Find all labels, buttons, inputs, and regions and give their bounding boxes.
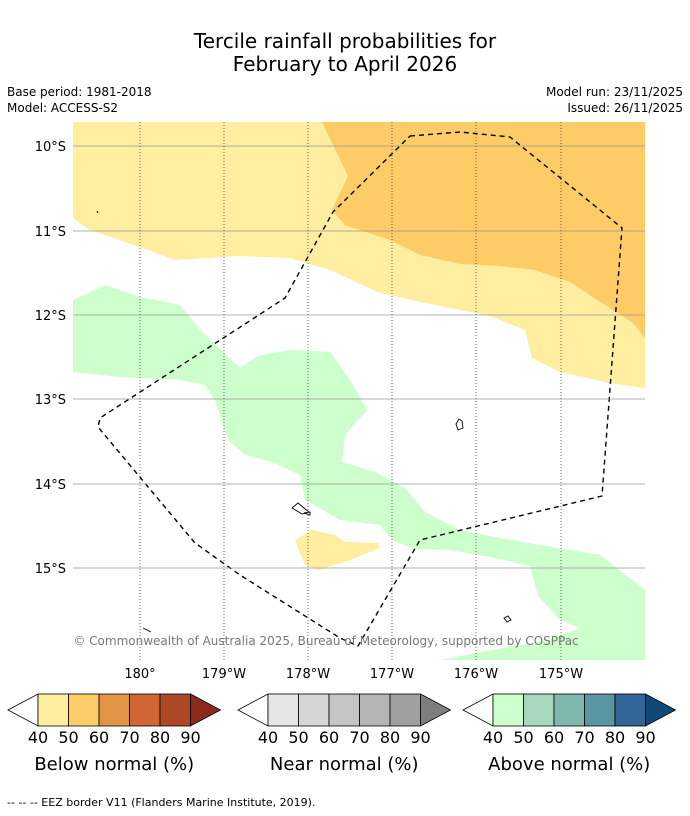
legend-tick-label: 40 xyxy=(483,728,503,747)
meta-left: Base period: 1981-2018 Model: ACCESS-S2 xyxy=(7,84,152,116)
legend-2: 40 50 60 70 80 90 Near normal (%) xyxy=(237,693,452,775)
title-line-2: February to April 2026 xyxy=(232,52,458,76)
legend-tick-label: 50 xyxy=(58,728,78,747)
lat-tick-label: 10°S xyxy=(35,140,66,155)
legends: 40 50 60 70 80 90 Below normal (%) 40 50 60 70 80 90… xyxy=(7,693,677,775)
legend-tick-label: 60 xyxy=(544,728,564,747)
lat-tick-label: 13°S xyxy=(35,393,66,408)
legend-swatch xyxy=(614,693,646,727)
legend-swatch xyxy=(523,693,555,727)
tick-labels: 10°S 11°S 12°S 13°S 14°S 15°S 180° 179°W 178°W 17… xyxy=(35,140,584,682)
legend-tick-label: 90 xyxy=(635,728,655,747)
island-south-east xyxy=(503,615,512,623)
legend-low-arrow xyxy=(237,693,269,727)
title-line-1: Tercile rainfall probabilities for xyxy=(193,29,497,53)
lon-tick-label: 177°W xyxy=(370,667,414,682)
eez-border xyxy=(97,131,623,647)
legend-swatch xyxy=(553,693,585,727)
legend-tick-label: 80 xyxy=(380,728,400,747)
legend-category-label: Above normal (%) xyxy=(488,754,650,775)
model-name: Model: ACCESS-S2 xyxy=(7,101,119,115)
legend-high-arrow xyxy=(645,693,677,727)
legend-swatch xyxy=(584,693,616,727)
legend-1: 40 50 60 70 80 90 Below normal (%) xyxy=(7,693,222,775)
map-area xyxy=(73,122,645,660)
island-south-west-2 xyxy=(303,511,311,516)
meta-right: Model run: 23/11/2025 Issued: 26/11/2025 xyxy=(546,84,683,116)
grid-lines xyxy=(73,122,645,660)
legend-tick-label: 90 xyxy=(180,728,200,747)
lat-tick-label: 15°S xyxy=(35,562,66,577)
lat-tick-label: 14°S xyxy=(35,478,66,493)
legend-swatch xyxy=(298,693,330,727)
legend-tick-label: 70 xyxy=(349,728,369,747)
legend-tick-label: 60 xyxy=(319,728,339,747)
legend-high-arrow xyxy=(190,693,222,727)
issued-date: Issued: 26/11/2025 xyxy=(567,101,683,115)
legend-swatch xyxy=(129,693,161,727)
lat-tick-label: 11°S xyxy=(35,225,66,240)
legend-tick-label: 90 xyxy=(410,728,430,747)
legend-category-label: Near normal (%) xyxy=(270,754,419,775)
copyright-notice: © Commonwealth of Australia 2025, Bureau… xyxy=(73,634,578,648)
legend-swatch xyxy=(267,693,299,727)
legend-tick-label: 50 xyxy=(513,728,533,747)
legend-swatch xyxy=(389,693,421,727)
legend-tick-label: 40 xyxy=(258,728,278,747)
legend-swatch xyxy=(359,693,391,727)
legend-tick-label: 70 xyxy=(574,728,594,747)
island-small-west xyxy=(96,210,99,214)
region-above-40-50 xyxy=(73,285,645,660)
legend-tick-label: 80 xyxy=(150,728,170,747)
legend-swatch xyxy=(159,693,191,727)
legend-tick-label: 40 xyxy=(28,728,48,747)
legend-3: 40 50 60 70 80 90 Above normal (%) xyxy=(462,693,677,775)
eez-note: -- -- -- EEZ border V11 (Flanders Marine… xyxy=(7,796,316,809)
lon-tick-label: 179°W xyxy=(202,667,246,682)
region-below-50-60 xyxy=(322,122,645,338)
lon-tick-label: 175°W xyxy=(539,667,583,682)
legend-tick-label: 70 xyxy=(119,728,139,747)
legend-category-label: Below normal (%) xyxy=(34,754,194,775)
lon-tick-label: 176°W xyxy=(454,667,498,682)
islands xyxy=(96,210,512,633)
legend-high-arrow xyxy=(420,693,452,727)
island-small-south-west xyxy=(142,627,152,633)
legend-swatch xyxy=(328,693,360,727)
base-period: Base period: 1981-2018 xyxy=(7,85,152,99)
legend-swatch xyxy=(492,693,524,727)
legend-tick-label: 60 xyxy=(89,728,109,747)
lat-tick-label: 12°S xyxy=(35,309,66,324)
lon-tick-label: 178°W xyxy=(286,667,330,682)
model-run: Model run: 23/11/2025 xyxy=(545,85,683,99)
legend-low-arrow xyxy=(7,693,39,727)
island-south-west xyxy=(291,502,310,515)
chart-title: Tercile rainfall probabilities for Febru… xyxy=(0,30,690,76)
legend-tick-label: 50 xyxy=(288,728,308,747)
legend-swatch xyxy=(37,693,69,727)
legend-swatch xyxy=(98,693,130,727)
legend-swatch xyxy=(68,693,100,727)
region-below-small-patch xyxy=(295,530,380,570)
legend-tick-label: 80 xyxy=(605,728,625,747)
legend-low-arrow xyxy=(462,693,494,727)
lon-tick-label: 180° xyxy=(124,667,155,682)
island-east xyxy=(455,418,464,431)
